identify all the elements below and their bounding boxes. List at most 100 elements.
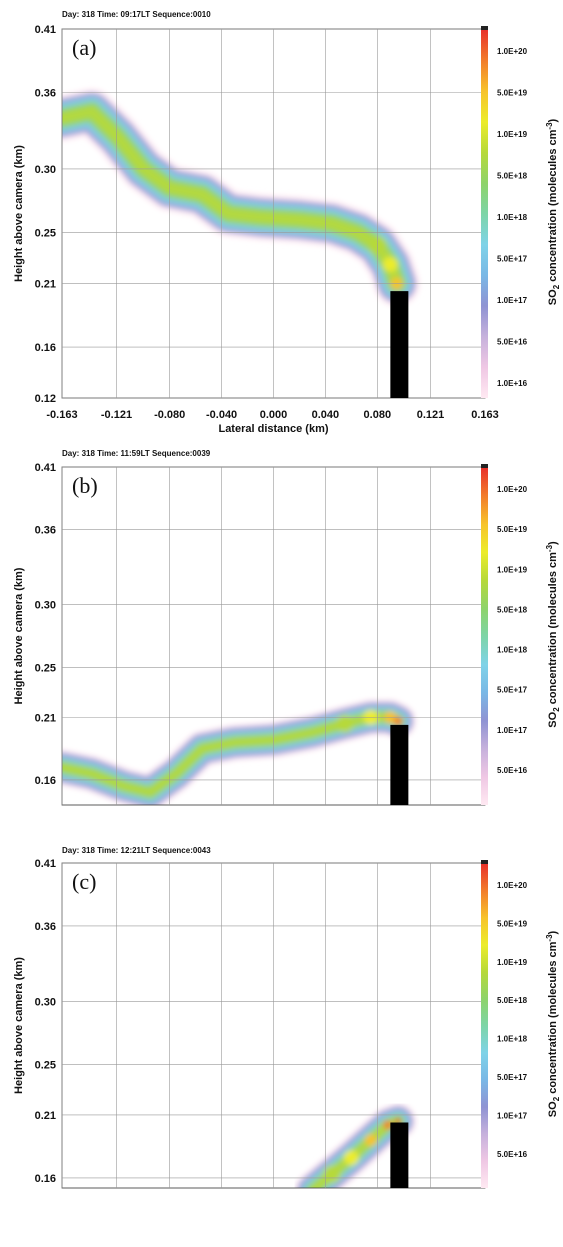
y-tick-label: 0.36 [35,921,56,933]
colorbar-label: 5.0E+18 [497,996,528,1005]
panel-b: Day: 318 Time: 11:59LT Sequence:0039 0.41… [13,449,561,806]
y-tick-label: 0.25 [35,662,56,674]
colorbar-title-part: -3 [545,934,554,942]
x-tick-label: 0.000 [260,409,288,421]
colorbar [481,30,488,398]
plume-core [364,1134,377,1147]
plume-core [322,1165,341,1184]
colorbar-title: SO2 concentration (molecules cm-3) [545,930,561,1117]
colorbar-label: 5.0E+18 [497,172,528,181]
y-tick-label: 0.16 [35,775,56,787]
colorbar-label: 1.0E+20 [497,485,528,494]
x-tick-label: 0.121 [417,409,445,421]
chimney [390,724,409,805]
y-tick-label: 0.36 [35,525,56,537]
colorbar-label: 1.0E+19 [497,958,528,967]
colorbar-label: 5.0E+18 [497,605,528,614]
colorbar-title-part: concentration (molecules cm [547,129,559,284]
x-tick-label: 0.163 [471,409,499,421]
panel-header: Day: 318 Time: 11:59LT Sequence:0039 [62,449,211,458]
x-tick-label: -0.121 [101,409,132,421]
colorbar-label: 1.0E+20 [497,47,528,56]
colorbar-label: 5.0E+19 [497,919,528,928]
colorbar-label: 1.0E+18 [497,1035,528,1044]
y-tick-label: 0.30 [35,997,56,1009]
panel-tag: (a) [72,35,96,60]
colorbar-label: 1.0E+19 [497,565,528,574]
colorbar-title-part: -3 [545,544,554,552]
panel-tag: (c) [72,869,96,894]
colorbar-label: 1.0E+20 [497,881,528,890]
colorbar-title-part: 2 [552,284,561,289]
y-tick-label: 0.36 [35,88,56,100]
colorbar-title-part: SO [547,1101,559,1117]
panel-c: Day: 318 Time: 12:21LT Sequence:0043 0.41… [13,846,561,1189]
colorbar [481,468,488,805]
x-tick-label: -0.080 [154,409,185,421]
x-tick-label: 0.040 [312,409,340,421]
panel-a: Day: 318 Time: 09:17LT Sequence:0010 0.41… [13,10,561,435]
x-tick-label: 0.080 [364,409,392,421]
colorbar-title-part: -3 [545,122,554,130]
y-tick-label: 0.12 [35,393,56,405]
colorbar-title-part: ) [547,118,559,122]
plume-core [383,1120,393,1130]
y-tick-label: 0.25 [35,1060,56,1072]
colorbar-cap [481,860,488,864]
colorbar-title-part: concentration (molecules cm [547,941,559,1096]
colorbar-label: 1.0E+18 [497,213,528,222]
panel-header: Day: 318 Time: 12:21LT Sequence:0043 [62,846,211,855]
y-tick-label: 0.21 [35,712,56,724]
colorbar-label: 1.0E+17 [497,296,528,305]
colorbar-label: 5.0E+17 [497,1073,528,1082]
colorbar-cap [481,26,488,30]
y-tick-label: 0.41 [35,462,56,474]
colorbar-label: 5.0E+17 [497,686,528,695]
colorbar-title: SO2 concentration (molecules cm-3) [545,118,561,305]
panel-tag: (b) [72,473,98,498]
colorbar-label: 1.0E+17 [497,1111,528,1120]
colorbar-cap [481,464,488,468]
y-tick-label: 0.30 [35,600,56,612]
colorbar-label: 1.0E+19 [497,130,528,139]
panel-header: Day: 318 Time: 09:17LT Sequence:0010 [62,10,211,19]
plume-core [343,1150,359,1166]
colorbar-label: 5.0E+16 [497,1150,528,1159]
y-tick-label: 0.25 [35,228,56,240]
x-tick-label: -0.040 [206,409,237,421]
colorbar-label: 5.0E+16 [497,766,528,775]
colorbar-label: 1.0E+18 [497,646,528,655]
plume-core [382,256,398,272]
plume-core [335,714,354,733]
plume [294,1103,417,1188]
y-tick-label: 0.30 [35,164,56,176]
x-axis-label: Lateral distance (km) [218,423,328,435]
colorbar-title: SO2 concentration (molecules cm-3) [545,541,561,728]
y-tick-label: 0.41 [35,24,56,36]
colorbar-label: 5.0E+17 [497,255,528,264]
colorbar-title-part: ) [547,541,559,545]
chimney [390,291,409,398]
colorbar-title-part: ) [547,930,559,934]
plume [62,88,420,307]
y-tick-label: 0.16 [35,342,56,354]
y-axis-label: Height above camera (km) [13,145,25,282]
y-axis-label: Height above camera (km) [13,567,25,704]
colorbar-label: 1.0E+17 [497,726,528,735]
colorbar-title-part: 2 [552,707,561,712]
x-tick-label: -0.163 [46,409,77,421]
y-tick-label: 0.21 [35,278,56,290]
colorbar-label: 5.0E+19 [497,525,528,534]
y-axis-label: Height above camera (km) [13,957,25,1094]
y-tick-label: 0.21 [35,1110,56,1122]
chimney [390,1122,409,1188]
colorbar-label: 5.0E+19 [497,89,528,98]
colorbar-title-part: 2 [552,1096,561,1101]
colorbar-title-part: concentration (molecules cm [547,552,559,707]
colorbar-label: 5.0E+16 [497,338,528,347]
colorbar-title-part: SO [547,711,559,727]
plume-core [393,716,403,726]
colorbar-label: 1.0E+16 [497,379,528,388]
colorbar [481,864,488,1188]
